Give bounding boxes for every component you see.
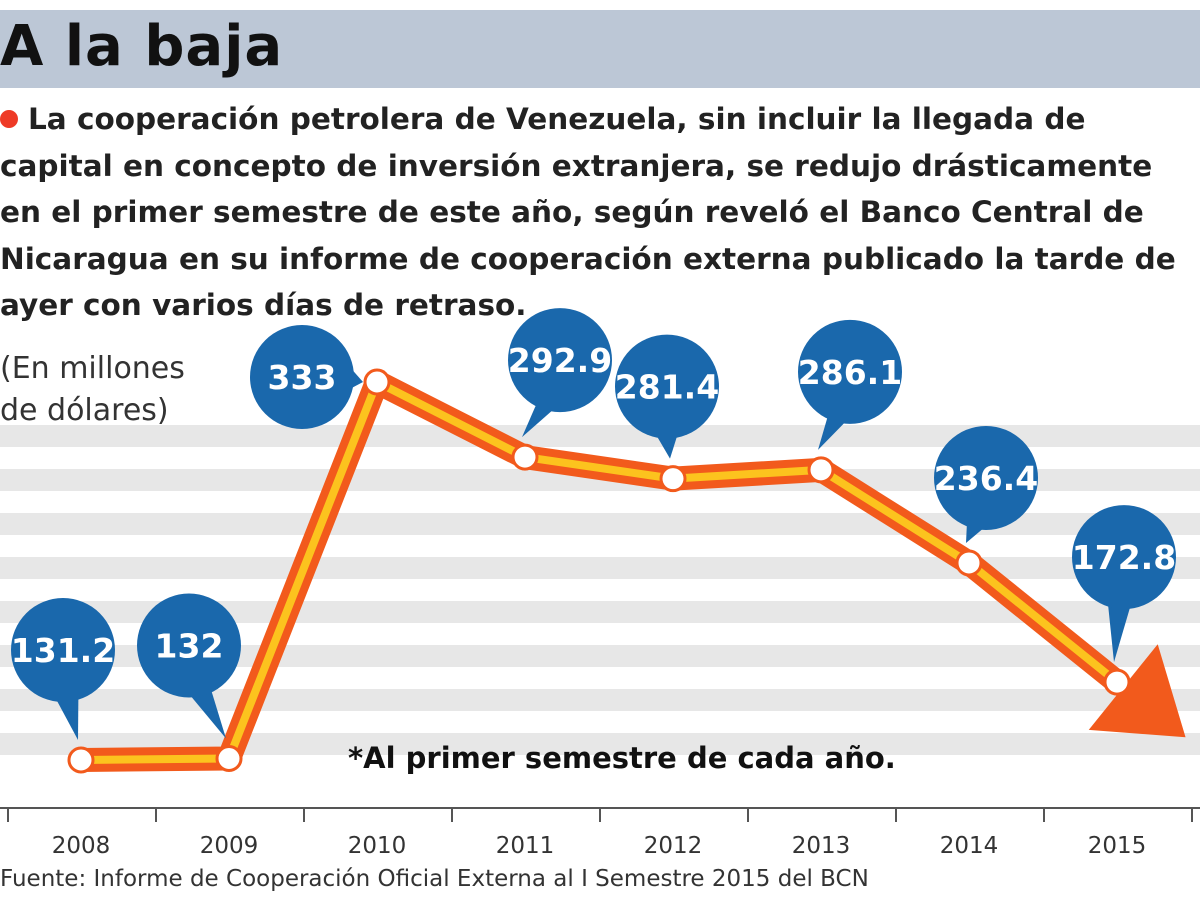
value-bubble: 236.4 <box>934 425 1038 543</box>
bubble-tail <box>1107 601 1132 663</box>
data-label: 132 <box>155 627 224 666</box>
value-bubble: 286.1 <box>798 319 902 450</box>
bullet-icon <box>0 110 18 128</box>
bubble-circle <box>508 308 612 413</box>
x-tick-label: 2012 <box>644 833 703 859</box>
x-tick-label: 2011 <box>496 833 555 859</box>
data-point <box>1103 668 1131 696</box>
series-line <box>67 368 1186 774</box>
x-tick-label: 2014 <box>940 833 999 859</box>
data-point <box>215 745 243 773</box>
x-tick-label: 2013 <box>792 833 851 859</box>
grid-band <box>0 645 1200 667</box>
grid-band <box>0 425 1200 447</box>
data-label: 286.1 <box>798 353 902 392</box>
series-line-inner <box>77 377 1121 764</box>
unit-label-line2: de dólares) <box>0 393 169 428</box>
header-bar <box>0 10 1200 88</box>
unit-label: (En millones de dólares) <box>0 348 200 432</box>
data-label: 172.8 <box>1072 538 1176 577</box>
bubble-circle <box>934 425 1038 530</box>
source-credit: Fuente: Informe de Cooperación Oficial E… <box>0 866 869 892</box>
trend-arrow-icon <box>1088 644 1186 738</box>
bubble-circle <box>11 598 115 702</box>
unit-label-line1: (En millones <box>0 351 185 386</box>
grid-band <box>0 733 1200 755</box>
grid-band <box>0 557 1200 579</box>
bubble-circle <box>798 319 902 424</box>
intro-text: La cooperación petrolera de Venezuela, s… <box>0 102 1176 322</box>
page-title: A la baja <box>0 14 284 79</box>
data-point <box>511 443 539 471</box>
bubble-circle <box>137 593 241 698</box>
data-label: 236.4 <box>934 459 1038 498</box>
value-bubble: 132 <box>137 593 241 739</box>
data-label: 333 <box>268 358 337 397</box>
x-tick-label: 2010 <box>348 833 407 859</box>
data-point <box>67 746 95 774</box>
footnote: *Al primer semestre de cada año. <box>348 741 896 775</box>
value-bubble: 131.2 <box>11 598 115 740</box>
bubble-circle <box>1072 505 1176 610</box>
bubble-tail <box>54 694 79 740</box>
intro-paragraph: La cooperación petrolera de Venezuela, s… <box>0 96 1195 329</box>
bubble-circle <box>250 324 354 429</box>
value-bubble: 172.8 <box>1072 505 1176 663</box>
data-point <box>363 368 391 396</box>
bubble-tail <box>522 404 560 438</box>
bubble-tail <box>187 689 226 739</box>
bubble-tail <box>818 415 852 450</box>
grid-band <box>0 689 1200 711</box>
value-bubble: 281.4 <box>615 334 719 459</box>
data-point <box>807 456 835 484</box>
data-label: 131.2 <box>11 631 115 670</box>
data-label: 281.4 <box>615 368 719 407</box>
x-tick-label: 2009 <box>200 833 259 859</box>
x-tick-label: 2015 <box>1088 833 1147 859</box>
bubble-circle <box>615 334 719 439</box>
x-tick-label: 2008 <box>52 833 111 859</box>
data-point <box>955 549 983 577</box>
value-bubble: 292.9 <box>508 308 612 438</box>
data-label: 292.9 <box>508 341 612 380</box>
x-axis: 2008 2009 2010 2011 2012 2013 2014 2015 <box>0 807 1200 859</box>
data-point <box>659 465 687 493</box>
value-bubble: 333 <box>250 324 363 429</box>
